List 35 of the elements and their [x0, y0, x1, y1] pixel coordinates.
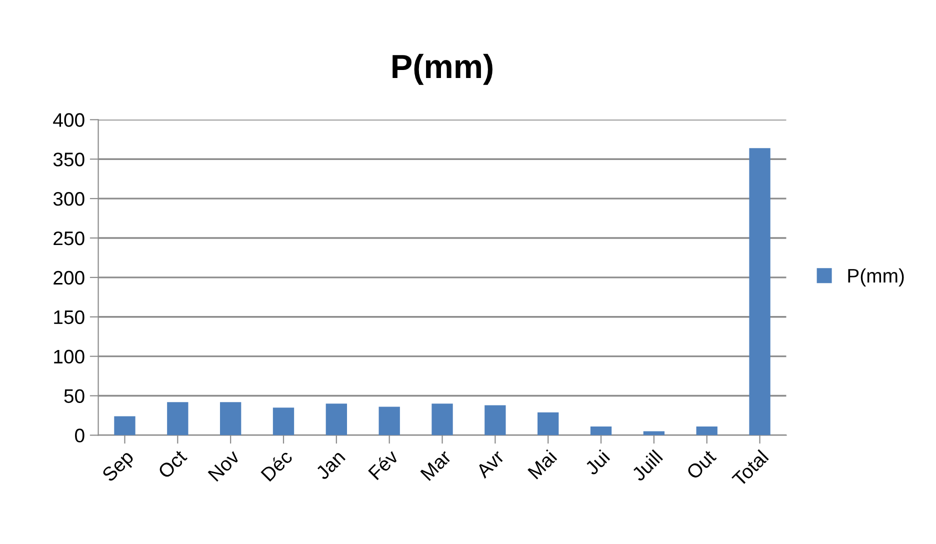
- x-tick-label: Jui: [584, 449, 610, 476]
- bar: [432, 404, 453, 436]
- bar: [749, 148, 770, 436]
- bar: [114, 416, 136, 436]
- bar: [272, 408, 294, 436]
- bar: [590, 426, 612, 436]
- x-tick-label: Mar: [420, 449, 452, 482]
- chart-title: P(mm): [392, 54, 492, 85]
- y-tick-label: 50: [64, 389, 84, 403]
- x-tick-label: Oct: [157, 448, 188, 480]
- y-tick-label: 300: [53, 192, 84, 206]
- legend-label: P(mm): [848, 268, 904, 286]
- bar: [167, 402, 188, 436]
- x-tick-label: Sep: [101, 449, 137, 486]
- x-tick-label: Juill: [630, 449, 664, 482]
- x-tick-label: Mai: [527, 449, 558, 480]
- bar: [220, 402, 242, 436]
- bar: [696, 426, 718, 436]
- bar: [378, 406, 400, 436]
- x-tick-label: Jan: [314, 450, 346, 480]
- y-tick-label: 200: [54, 270, 84, 285]
- x-tick-label: Out: [686, 448, 717, 480]
- bar: [538, 412, 559, 436]
- y-tick-label: 400: [53, 113, 84, 127]
- x-tick-label: Déc: [260, 448, 294, 482]
- y-tick-label: 350: [53, 152, 84, 166]
- bar: [326, 404, 348, 436]
- y-tick-label: 150: [54, 310, 84, 324]
- y-tick-label: 0: [75, 428, 84, 442]
- x-tick-label: Fév: [367, 448, 400, 480]
- y-tick-label: 100: [54, 350, 84, 364]
- x-tick-label: Avr: [475, 449, 505, 479]
- bar: [484, 405, 506, 436]
- x-tick-label: Nov: [208, 448, 241, 482]
- y-tick-label: 250: [54, 231, 84, 246]
